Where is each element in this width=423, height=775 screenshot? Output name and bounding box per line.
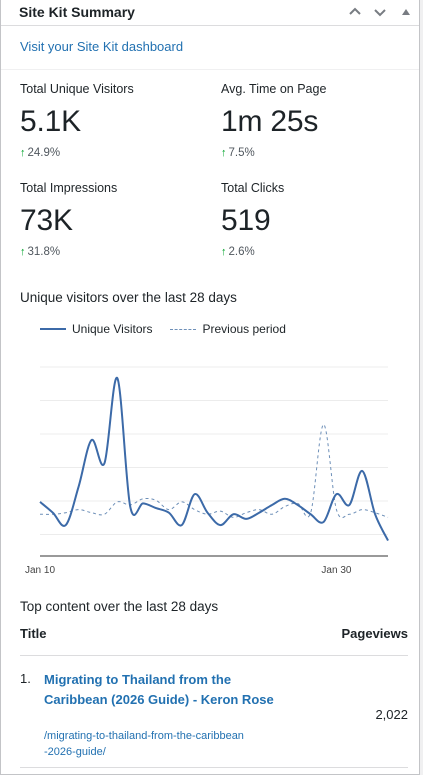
unique-visitors-line-chart: Jan 10 Jan 30 [25,366,389,576]
metric-change-value: 24.9% [27,147,61,159]
row-pageviews: 2,022 [375,707,408,722]
legend-label: Previous period [202,322,286,336]
chevron-down-icon[interactable] [370,3,390,21]
dashboard-link-row: Visit your Site Kit dashboard [1,26,419,70]
widget-header: Site Kit Summary [1,0,419,26]
column-header-pageviews: Pageviews [341,626,409,641]
metric-label: Total Impressions [20,181,118,195]
chart-section-title: Unique visitors over the last 28 days [20,290,237,305]
legend-swatch-dashed [170,328,197,330]
metric-change: ↑ 31.8% [20,246,210,258]
site-kit-dashboard-link[interactable]: Visit your Site Kit dashboard [20,39,184,54]
arrow-up-icon: ↑ [20,246,26,258]
column-header-title: Title [20,626,47,641]
table-header: Title Pageviews [20,626,408,656]
metric-change: ↑ 24.9% [20,147,210,159]
metric-label: Total Unique Visitors [20,82,134,96]
table-row: 1. Migrating to Thailand from the Caribb… [20,668,408,768]
arrow-up-icon: ↑ [20,147,26,159]
legend-item-unique-visitors: Unique Visitors [40,322,152,336]
series-line-previous-period [39,424,389,519]
metric-value: 519 [221,204,271,237]
legend-label: Unique Visitors [72,322,153,336]
row-slug-link[interactable]: /migrating-to-thailand-from-the-caribbea… [44,730,244,758]
x-tick-label: Jan 30 [321,565,351,576]
metric-avg-time: Avg. Time on Page 1m 25s ↑ 7.5% [221,82,411,159]
top-content-title: Top content over the last 28 days [20,599,219,614]
metric-label: Total Clicks [221,181,285,195]
row-rank: 1. [20,671,31,686]
legend-swatch-solid [40,328,66,330]
arrow-up-icon: ↑ [221,246,227,258]
arrow-up-icon: ↑ [221,147,227,159]
metric-clicks: Total Clicks 519 ↑ 2.6% [221,181,411,258]
metric-impressions: Total Impressions 73K ↑ 31.8% [20,181,210,258]
metric-label: Avg. Time on Page [221,82,327,96]
metric-change: ↑ 2.6% [221,246,411,258]
metric-unique-visitors: Total Unique Visitors 5.1K ↑ 24.9% [20,82,210,159]
metric-change-value: 7.5% [228,147,255,159]
metric-value: 5.1K [20,105,81,138]
metric-change: ↑ 7.5% [221,147,411,159]
series-line-unique-visitors [39,377,389,541]
metric-value: 73K [20,204,73,237]
metric-change-value: 31.8% [27,246,61,258]
triangle-toggle-icon[interactable] [396,3,416,21]
legend-item-previous-period: Previous period [170,322,286,336]
metric-value: 1m 25s [221,105,319,138]
widget-title: Site Kit Summary [19,4,135,20]
x-tick-label: Jan 10 [25,565,55,576]
chart-legend: Unique Visitors Previous period [40,322,304,336]
chevron-up-icon[interactable] [345,3,365,21]
row-title-link[interactable]: Migrating to Thailand from the Caribbean… [44,672,274,707]
metric-change-value: 2.6% [228,246,255,258]
